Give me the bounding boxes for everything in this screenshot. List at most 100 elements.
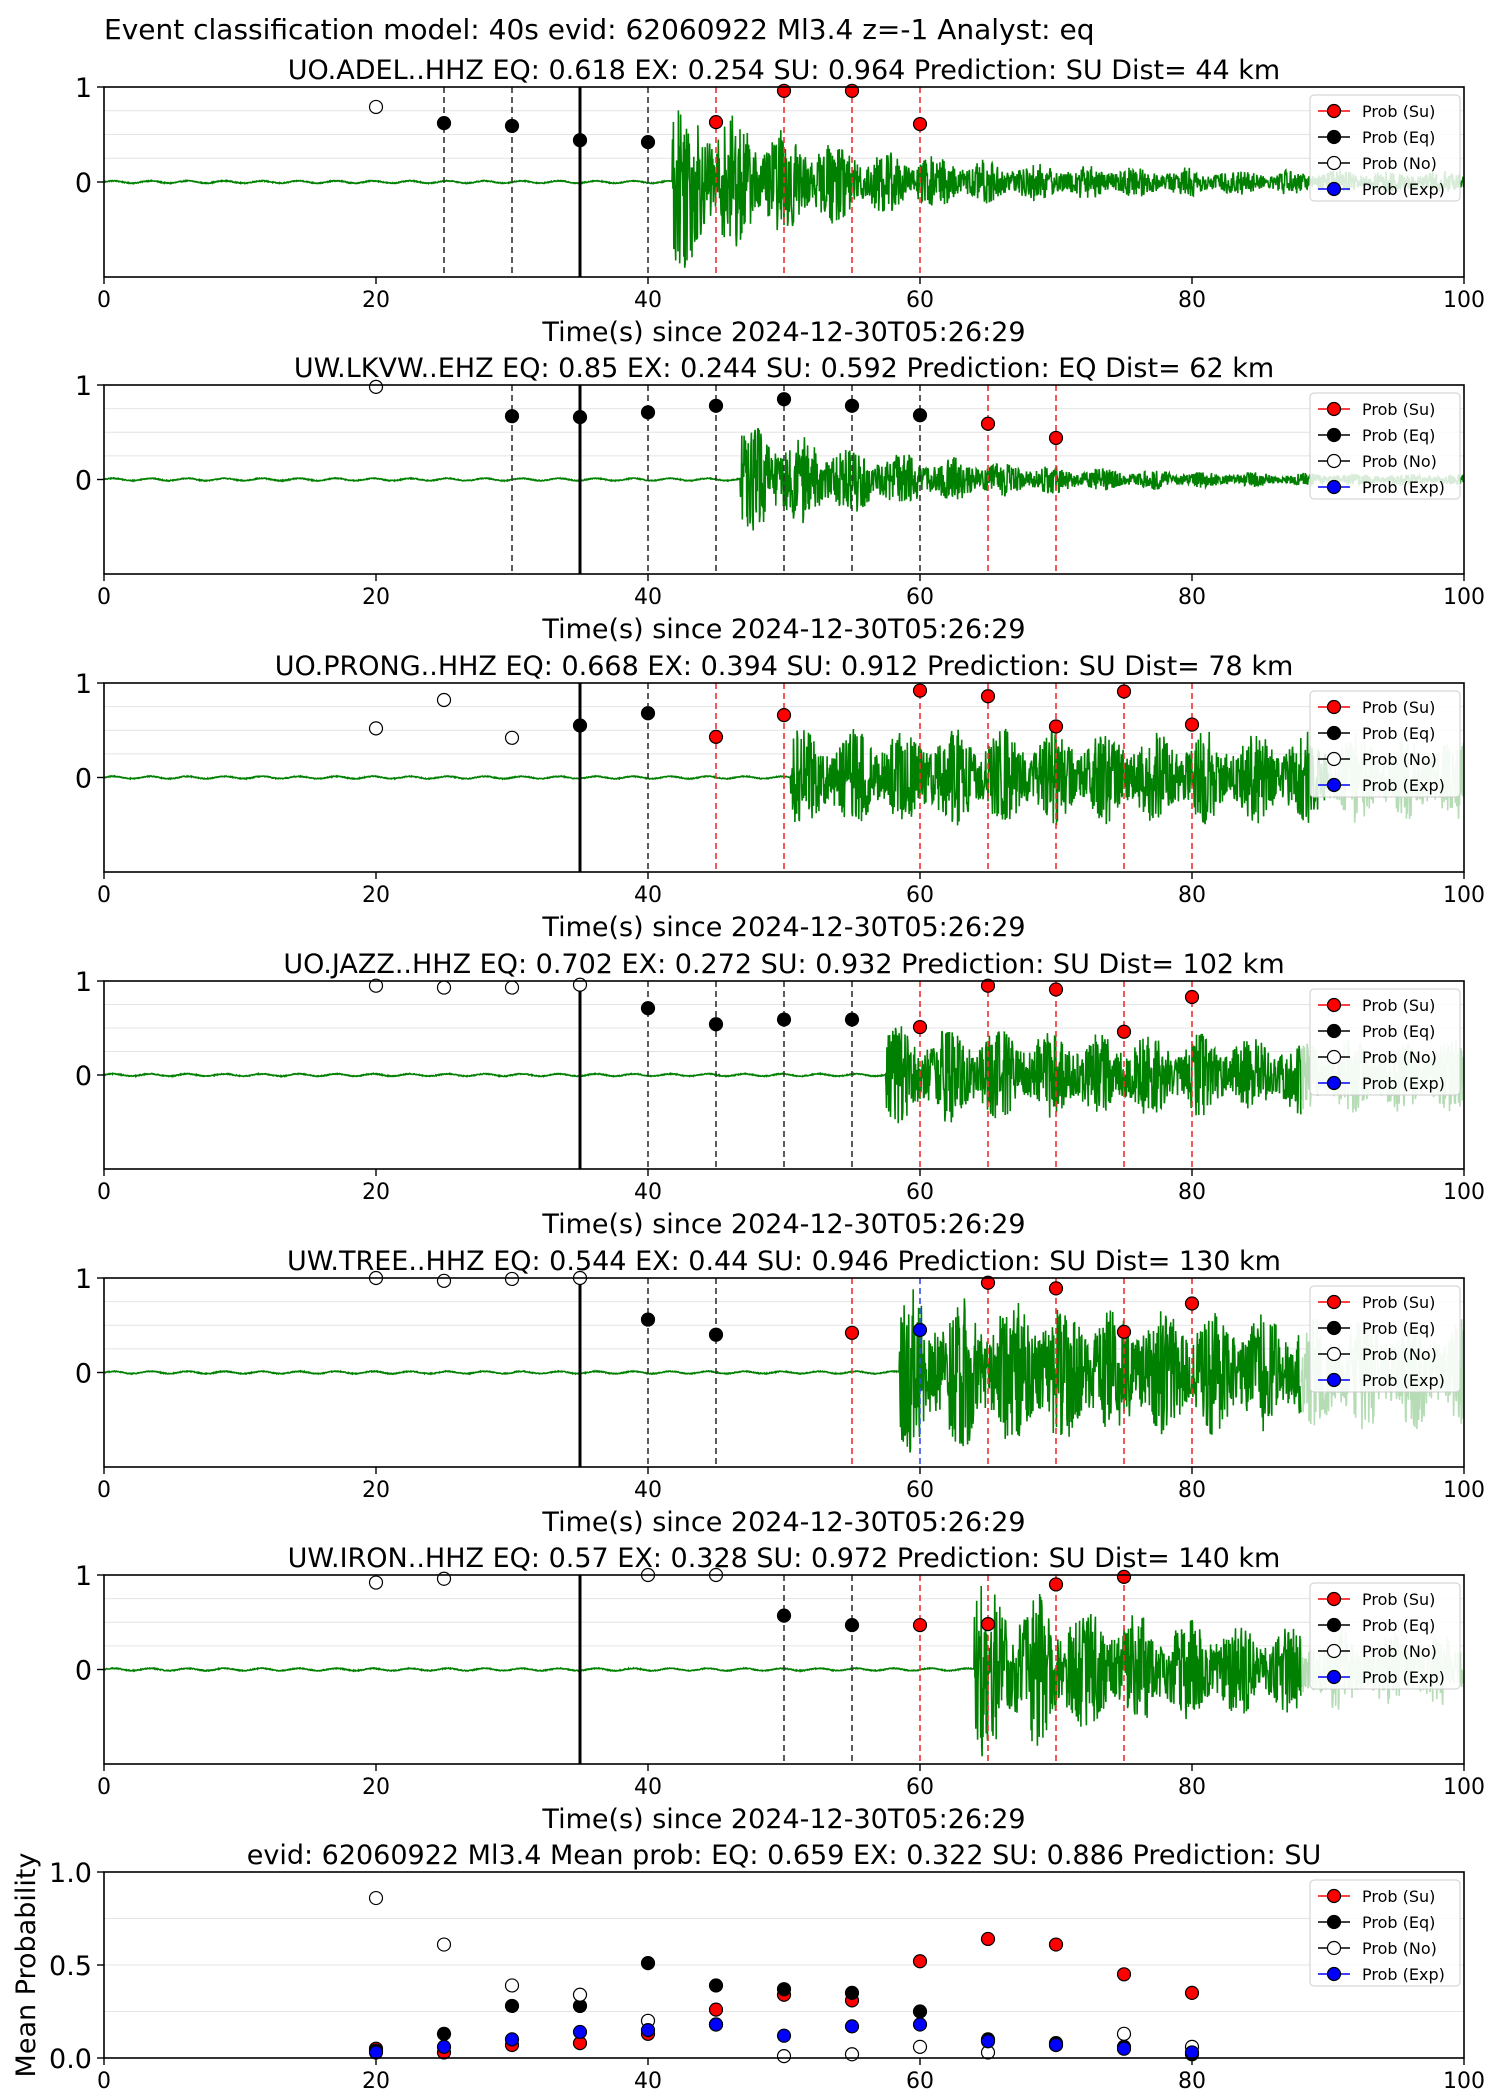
x-axis-label: Time(s) since 2024-12-30T05:26:29 [541,1507,1025,1538]
legend-label-exp: Prob (Exp) [1362,180,1445,199]
point-su [1048,982,1064,997]
legend-marker-su [1326,1591,1342,1607]
x-axis-label: Time(s) since 2024-12-30T05:26:29 [541,317,1025,348]
x-tick-label: 100 [1443,2069,1485,2094]
point-eq [640,405,656,420]
legend-marker-eq [1326,725,1342,741]
x-tick-label: 100 [1443,1775,1485,1800]
legend-marker-no [1326,453,1342,469]
legend-marker-exp [1326,1075,1342,1091]
point-eq [708,1327,724,1342]
legend-marker-exp [1326,479,1342,495]
legend-label-no: Prob (No) [1362,1642,1437,1661]
panel-title: UW.TREE..HHZ EQ: 0.544 EX: 0.44 SU: 0.94… [287,1246,1281,1277]
waveform [104,1585,1302,1757]
y-tick-label: 1 [75,669,92,700]
point-no [436,1937,452,1952]
legend-label-eq: Prob (Eq) [1362,1616,1435,1635]
legend-marker-eq [1326,129,1342,145]
point-no [572,1987,588,2002]
point-su [1116,1967,1132,1982]
x-tick-label: 100 [1443,1180,1485,1205]
x-tick-label: 40 [634,1180,662,1205]
legend-label-exp: Prob (Exp) [1362,1074,1445,1093]
point-eq [640,1956,656,1971]
legend-marker-su [1326,1294,1342,1310]
point-su [1184,1985,1200,2001]
legend-label-no: Prob (No) [1362,1939,1437,1958]
legend: Prob (Su) Prob (Eq) Prob (No) Prob (Exp) [1309,1582,1461,1690]
x-tick-label: 60 [906,883,934,908]
legend-label-exp: Prob (Exp) [1362,776,1445,795]
x-tick-label: 20 [362,1180,390,1205]
point-eq [844,1617,860,1633]
point-eq [844,1985,860,2001]
point-eq [708,1978,724,1993]
point-exp [708,2017,724,2032]
point-no [1116,2026,1132,2041]
point-eq [776,1012,792,1027]
point-no [436,980,452,995]
point-exp [436,2039,452,2054]
point-eq [640,1001,656,1016]
panels: UO.ADEL..HHZ EQ: 0.618 EX: 0.254 SU: 0.9… [11,55,1485,2094]
legend: Prob (Su) Prob (Eq) Prob (No) Prob (Exp) [1309,392,1461,500]
legend-marker-no [1326,751,1342,767]
point-su [1116,1024,1132,1039]
point-eq [504,409,520,424]
point-su [1048,1577,1064,1592]
point-eq [776,1982,792,1997]
legend-marker-no [1326,1940,1342,1956]
legend-label-no: Prob (No) [1362,1345,1437,1364]
point-su [1184,717,1200,732]
point-eq [504,118,520,134]
point-su [776,708,792,723]
point-no [368,379,384,394]
x-tick-label: 0 [97,1478,111,1503]
point-exp [640,2022,656,2038]
panel-title: UO.JAZZ..HHZ EQ: 0.702 EX: 0.272 SU: 0.9… [283,949,1284,980]
point-no [368,1575,384,1590]
point-exp [844,2019,860,2034]
point-no [776,2049,792,2064]
point-exp [504,2032,520,2047]
point-su [912,683,928,698]
panel-title: UO.ADEL..HHZ EQ: 0.618 EX: 0.254 SU: 0.9… [288,55,1280,86]
point-su [1116,1569,1132,1584]
x-tick-label: 20 [362,1775,390,1800]
point-su [980,1617,996,1632]
x-tick-label: 20 [362,288,390,313]
panel-1: UO.ADEL..HHZ EQ: 0.618 EX: 0.254 SU: 0.9… [75,55,1485,348]
point-eq [708,398,724,413]
legend-marker-no [1326,1643,1342,1659]
legend: Prob (Su) Prob (Eq) Prob (No) Prob (Exp) [1309,988,1461,1096]
point-exp [776,2028,792,2043]
legend-marker-su [1326,699,1342,715]
point-exp [1116,2041,1132,2056]
point-su [912,1617,928,1633]
point-eq [912,2004,928,2019]
point-su [1048,1281,1064,1296]
legend-marker-eq [1326,427,1342,443]
x-axis-label: Time(s) since 2024-12-30T05:26:29 [541,1804,1025,1835]
x-tick-label: 40 [634,288,662,313]
legend-label-no: Prob (No) [1362,1048,1437,1067]
legend-box [1309,392,1461,500]
x-tick-label: 0 [97,883,111,908]
point-exp [1048,2037,1064,2053]
x-tick-label: 80 [1178,585,1206,610]
x-tick-label: 100 [1443,288,1485,313]
point-eq [640,706,656,721]
point-exp [912,1322,928,1338]
legend-label-exp: Prob (Exp) [1362,478,1445,497]
x-tick-label: 60 [906,1180,934,1205]
panel-title: UW.IRON..HHZ EQ: 0.57 EX: 0.328 SU: 0.97… [288,1543,1281,1574]
x-tick-label: 60 [906,1478,934,1503]
point-no [368,978,384,993]
point-exp [1184,2045,1200,2060]
point-eq [640,135,656,150]
panel-title: UW.LKVW..EHZ EQ: 0.85 EX: 0.244 SU: 0.59… [294,353,1274,384]
x-tick-label: 20 [362,2069,390,2094]
y-tick-label: 1 [75,1561,92,1592]
